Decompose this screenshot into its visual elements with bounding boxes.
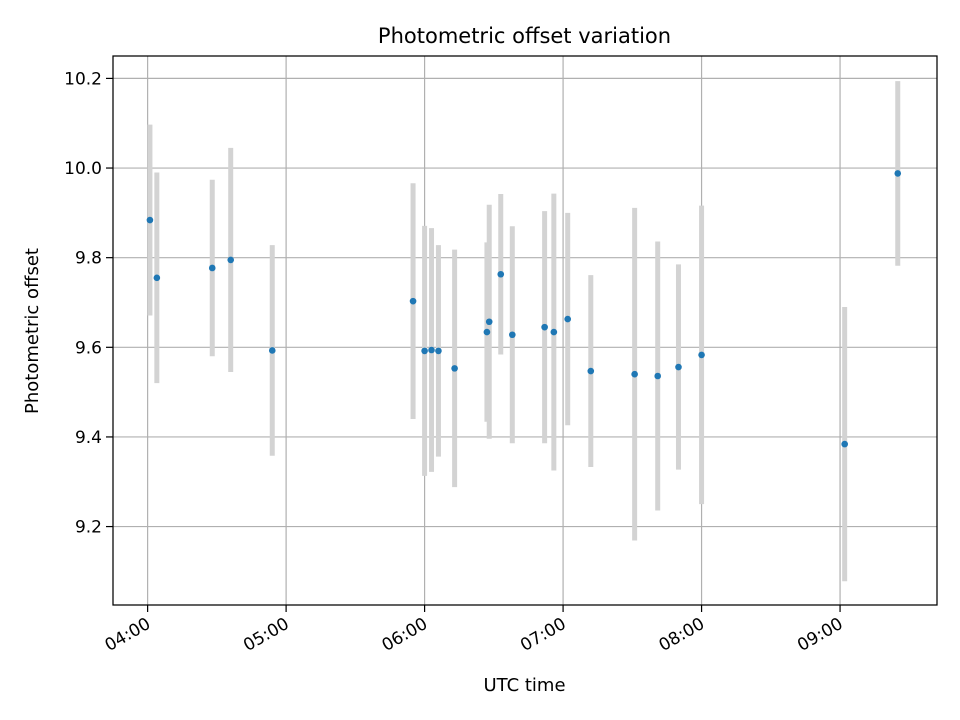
data-point — [409, 297, 417, 305]
chart-title: Photometric offset variation — [378, 24, 671, 48]
data-point — [227, 256, 235, 264]
data-point — [268, 347, 276, 354]
data-point — [509, 331, 516, 339]
y-tick-label: 10.2 — [64, 69, 102, 89]
data-point — [894, 170, 902, 177]
data-point — [146, 216, 154, 224]
data-point — [675, 363, 682, 371]
y-tick-label: 9.4 — [75, 428, 102, 448]
data-point — [483, 328, 491, 336]
data-point — [631, 370, 638, 378]
x-axis-label: UTC time — [483, 675, 565, 696]
data-point — [451, 365, 458, 372]
data-point — [421, 347, 428, 355]
data-point — [541, 323, 548, 331]
data-point — [841, 440, 848, 448]
y-tick-label: 9.2 — [75, 518, 102, 538]
y-axis-label: Photometric offset — [22, 248, 43, 414]
data-point — [654, 372, 662, 380]
y-tick-label: 9.6 — [75, 338, 102, 358]
data-point — [550, 328, 558, 336]
data-point — [208, 264, 216, 272]
data-point — [497, 270, 505, 278]
data-point — [428, 346, 435, 354]
data-point — [153, 274, 161, 282]
data-points — [146, 170, 902, 448]
plot-frame — [112, 55, 938, 606]
data-point — [485, 318, 493, 326]
data-point — [698, 351, 705, 359]
y-tick-label: 9.8 — [75, 249, 102, 269]
data-point — [587, 367, 595, 375]
data-point — [435, 347, 442, 355]
y-tick-label: 10.0 — [64, 159, 102, 179]
data-point — [564, 315, 572, 323]
